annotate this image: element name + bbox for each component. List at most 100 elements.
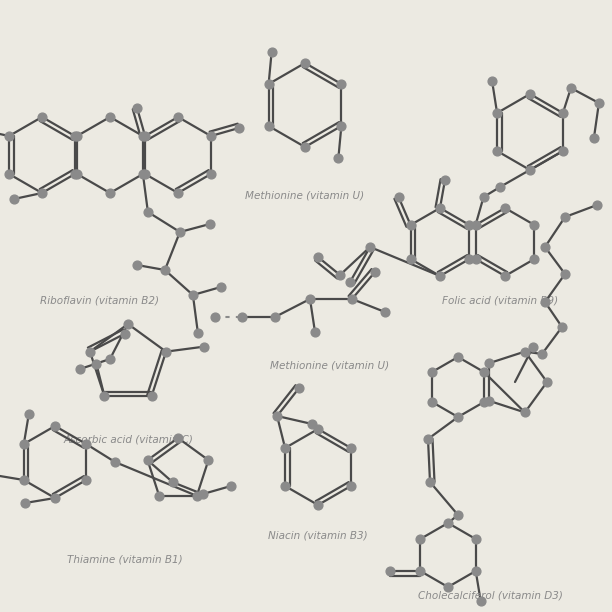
- Text: Ascorbic acid (vitamin C): Ascorbic acid (vitamin C): [63, 435, 193, 445]
- Point: [484, 396, 494, 406]
- Point: [206, 131, 216, 141]
- Point: [525, 165, 535, 175]
- Point: [346, 481, 356, 491]
- Point: [160, 265, 170, 275]
- Point: [487, 76, 497, 86]
- Point: [471, 566, 480, 576]
- Point: [9, 194, 19, 204]
- Point: [264, 79, 274, 89]
- Point: [592, 200, 602, 210]
- Point: [520, 346, 530, 356]
- Point: [188, 290, 198, 300]
- Point: [237, 312, 247, 322]
- Point: [206, 169, 216, 179]
- Point: [24, 409, 34, 419]
- Point: [105, 188, 115, 198]
- Point: [123, 319, 133, 329]
- Point: [416, 566, 425, 576]
- Point: [337, 121, 346, 131]
- Point: [154, 491, 164, 501]
- Point: [453, 510, 463, 520]
- Point: [471, 534, 480, 544]
- Point: [92, 359, 102, 369]
- Point: [495, 182, 505, 192]
- Point: [50, 493, 60, 503]
- Point: [557, 322, 567, 332]
- Point: [307, 419, 317, 429]
- Point: [471, 220, 480, 230]
- Point: [204, 455, 214, 465]
- Point: [199, 341, 209, 351]
- Point: [70, 169, 80, 179]
- Point: [205, 219, 215, 229]
- Point: [560, 212, 570, 222]
- Point: [175, 227, 185, 237]
- Point: [193, 328, 203, 338]
- Point: [386, 566, 395, 576]
- Point: [161, 347, 171, 357]
- Point: [192, 491, 202, 501]
- Point: [345, 277, 355, 287]
- Point: [313, 424, 323, 434]
- Point: [589, 133, 599, 143]
- Point: [528, 342, 538, 352]
- Point: [37, 188, 47, 198]
- Point: [81, 475, 91, 485]
- Point: [435, 203, 445, 213]
- Point: [37, 112, 47, 122]
- Point: [140, 131, 150, 141]
- Point: [423, 434, 433, 444]
- Point: [479, 397, 489, 407]
- Point: [492, 146, 502, 156]
- Point: [484, 358, 494, 368]
- Point: [558, 108, 568, 118]
- Point: [542, 377, 552, 387]
- Point: [394, 192, 403, 202]
- Point: [560, 269, 570, 279]
- Point: [294, 383, 304, 393]
- Point: [168, 477, 177, 487]
- Point: [443, 518, 453, 528]
- Point: [337, 79, 346, 89]
- Point: [500, 203, 510, 213]
- Point: [453, 352, 463, 362]
- Point: [313, 252, 323, 262]
- Point: [425, 477, 435, 487]
- Point: [264, 121, 274, 131]
- Point: [173, 188, 183, 198]
- Point: [537, 349, 547, 359]
- Point: [72, 131, 82, 141]
- Text: Riboflavin (vitamin B2): Riboflavin (vitamin B2): [40, 295, 160, 305]
- Point: [305, 294, 315, 304]
- Point: [465, 220, 474, 230]
- Point: [500, 271, 510, 281]
- Point: [525, 89, 535, 99]
- Point: [300, 142, 310, 152]
- Point: [471, 254, 480, 264]
- Point: [406, 220, 416, 230]
- Point: [270, 312, 280, 322]
- Text: Folic acid (vitamin B9): Folic acid (vitamin B9): [442, 295, 558, 305]
- Point: [120, 329, 130, 338]
- Point: [406, 254, 416, 264]
- Point: [105, 354, 115, 364]
- Point: [20, 498, 30, 508]
- Point: [50, 421, 60, 431]
- Point: [110, 457, 120, 467]
- Point: [216, 282, 226, 292]
- Point: [465, 254, 474, 264]
- Text: Methionine (vitamin U): Methionine (vitamin U): [245, 190, 365, 200]
- Point: [138, 169, 148, 179]
- Point: [226, 481, 236, 491]
- Point: [272, 411, 282, 421]
- Point: [365, 242, 375, 252]
- Point: [147, 392, 157, 401]
- Point: [380, 307, 390, 317]
- Point: [313, 500, 323, 510]
- Point: [492, 108, 502, 118]
- Point: [443, 582, 453, 592]
- Point: [4, 131, 14, 141]
- Point: [300, 58, 310, 68]
- Point: [81, 439, 91, 449]
- Text: Thiamine (vitamin B1): Thiamine (vitamin B1): [67, 555, 183, 565]
